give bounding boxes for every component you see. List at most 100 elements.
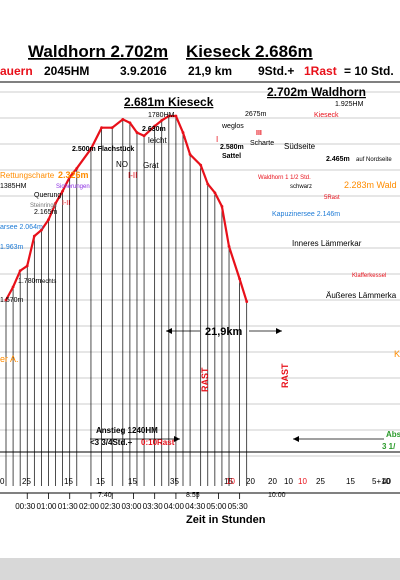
distance-arrow: 21,9km <box>166 326 282 338</box>
start-height: 2045HM <box>44 64 89 78</box>
title-waldhorn: Waldhorn 2.702m <box>28 42 168 61</box>
profile-point <box>135 131 139 134</box>
profile-point <box>174 114 178 118</box>
profile-point <box>160 118 164 122</box>
profile-point <box>167 114 171 118</box>
profile-point <box>47 218 50 222</box>
label-schwarz: schwarz <box>290 184 312 190</box>
label-querung: Querung <box>34 192 61 199</box>
x-tick-label: 02:30 <box>100 502 121 511</box>
rast-label-1: RAST <box>200 367 210 392</box>
segment-minutes: 20 <box>268 477 277 486</box>
x-axis-label: Zeit in Stunden <box>186 514 266 526</box>
segment-minutes: 10 <box>284 477 293 486</box>
profile-point <box>181 131 185 134</box>
label-ausseres-lammerkar: Äußeres Lämmerka <box>326 291 397 300</box>
label-2675: 2675m <box>245 111 267 118</box>
peak-kieseck-label: 2.681m Kieseck <box>124 95 214 109</box>
segment-minutes: 25 <box>316 477 325 486</box>
label-1963: 1.963m <box>0 244 24 251</box>
label-kieseck-small: Kieseck <box>314 112 339 119</box>
profile-point <box>188 153 192 156</box>
chart-paper: Waldhorn 2.702m Kieseck 2.686m auern 204… <box>0 0 400 558</box>
abstieg-time-fragment: 3 1/ <box>382 442 396 451</box>
segment-minutes: 25 <box>22 477 31 486</box>
clock-mark: 8:55 <box>186 492 200 499</box>
label-i-a: I <box>184 135 186 144</box>
label-inneres-lammerkar: Inneres Lämmerkar <box>292 239 362 248</box>
label-scharte: Scharte <box>250 140 274 147</box>
segment-minutes: 5+10 <box>372 477 391 486</box>
tour-date: 3.9.2016 <box>120 64 167 78</box>
profile-point <box>54 201 57 205</box>
profile-point <box>18 269 22 273</box>
label-i-b: I <box>216 135 218 144</box>
label-i-ii: I-II <box>128 171 137 180</box>
clock-mark: 10:00 <box>268 492 286 499</box>
profile-point <box>100 126 103 130</box>
tour-distance: 21,9 km <box>188 64 232 78</box>
x-tick-label: 01:00 <box>36 502 57 511</box>
label-iii: III <box>256 130 262 137</box>
x-tick-label: 05:30 <box>228 502 249 511</box>
profile-point <box>25 264 29 268</box>
x-tick-label: 03:30 <box>143 502 164 511</box>
label-k-fragment: K <box>394 349 400 359</box>
hm-1925: 1.925HM <box>335 101 364 108</box>
profile-point <box>245 300 249 304</box>
segment-minutes: 15 <box>128 477 137 486</box>
vertical-grid <box>5 116 248 486</box>
x-tick-label: 05:00 <box>206 502 227 511</box>
profile-point <box>61 189 65 193</box>
label-steinringe: Steinringe <box>30 203 58 209</box>
label-2580: 2.580m <box>220 144 244 151</box>
label-sattel: Sattel <box>222 153 241 160</box>
profile-point <box>4 298 8 302</box>
label-waldhorn-time: Waldhorn 1 1/2 Std. <box>258 175 311 181</box>
label-arsee: arsee 2.064m <box>0 224 43 231</box>
label-i-ii-b: I-II <box>62 200 70 207</box>
segment-minutes: 10 <box>226 477 235 486</box>
segment-minutes: 15 <box>64 477 73 486</box>
segment-minutes: 20 <box>246 477 255 486</box>
profile-point <box>206 182 210 186</box>
clock-marks: 7:40 8:55 10:00 <box>98 492 286 499</box>
x-tick-label: 04:00 <box>164 502 185 511</box>
profile-point <box>68 175 72 179</box>
profile-point <box>40 228 43 232</box>
profile-point <box>199 163 203 167</box>
label-grat: Grat <box>143 161 159 170</box>
profile-points <box>4 114 249 304</box>
anstieg-rast-label: 0:10Rast <box>141 438 175 447</box>
label-1780: 1.780m <box>18 278 42 285</box>
segment-minutes: 35 <box>170 477 179 486</box>
label-sicherungen: Sicherungen <box>56 184 90 190</box>
label-rettungscharte: Rettungscharte <box>0 171 55 180</box>
segment-minutes: 10 <box>298 477 307 486</box>
profile-point <box>11 285 15 289</box>
profile-point <box>238 277 242 281</box>
chart-header: Waldhorn 2.702m Kieseck 2.686m auern 204… <box>0 42 394 78</box>
anstieg-info: Anstieg 1240HM <3 3/4Std.+ 0:10Rast Abs … <box>90 426 400 451</box>
profile-point <box>110 126 114 130</box>
x-tick-label: 00:30 <box>15 502 36 511</box>
tour-rest: 1Rast <box>304 64 337 78</box>
profile-chart: Waldhorn 2.702m Kieseck 2.686m auern 204… <box>0 42 400 526</box>
x-tick-label: 02:00 <box>79 502 100 511</box>
abstieg-fragment: Abs <box>386 430 400 439</box>
peak-waldhorn-label: 2.702m Waldhorn <box>267 85 366 99</box>
segment-minutes: 15 <box>346 477 355 486</box>
label-rechts: rechts <box>40 279 56 285</box>
segment-minutes: 15 <box>96 477 105 486</box>
profile-point <box>153 124 157 128</box>
segment-minutes: 40 <box>382 477 391 486</box>
label-kapuzinersee: Kapuzinersee 2.146m <box>272 211 340 218</box>
segment-minutes: 0 <box>0 477 5 486</box>
label-sudseite: Südseite <box>284 142 316 151</box>
label-no: NO <box>116 160 128 169</box>
label-nordseite: auf Nordseite <box>356 157 392 163</box>
profile-point <box>227 244 231 248</box>
label-1385: 1385HM <box>0 183 27 190</box>
segment-minutes: 15 <box>224 477 233 486</box>
